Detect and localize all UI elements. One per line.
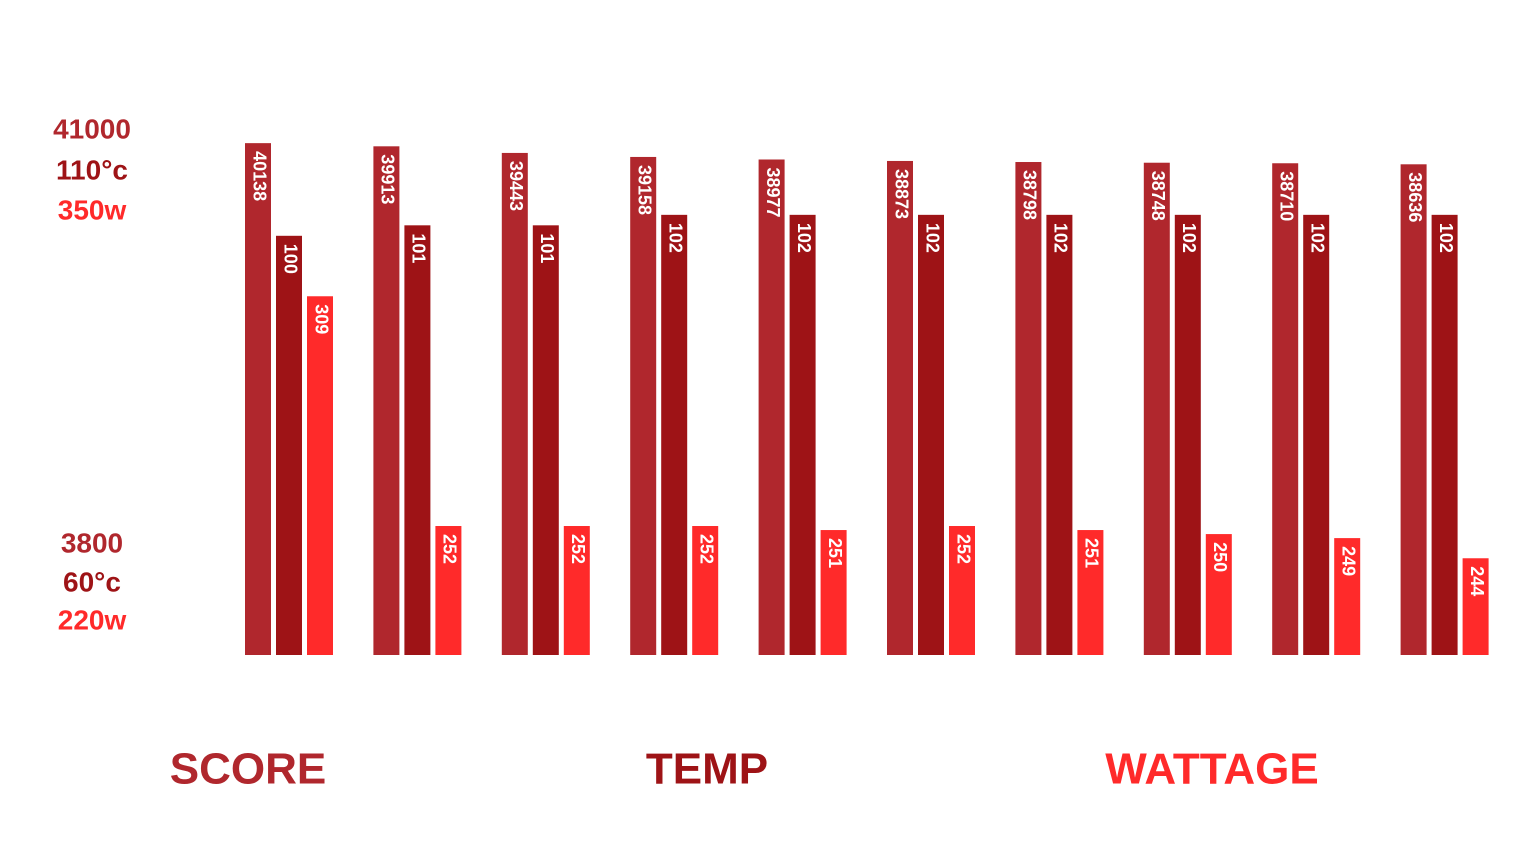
bar xyxy=(692,526,719,655)
value-label: 39443 xyxy=(506,161,526,211)
value-label: 38636 xyxy=(1405,172,1425,222)
value-label: 252 xyxy=(696,534,716,564)
bar xyxy=(820,530,847,655)
bar xyxy=(563,526,590,655)
value-label: 101 xyxy=(409,233,429,263)
value-label: 38798 xyxy=(1020,170,1040,220)
bar xyxy=(758,159,785,655)
legend-label: TEMP xyxy=(646,745,768,794)
value-label: 252 xyxy=(440,534,460,564)
bar xyxy=(949,526,975,655)
value-label: 102 xyxy=(665,223,685,253)
bar xyxy=(1431,214,1458,655)
value-label: 39913 xyxy=(378,154,398,204)
bar xyxy=(307,296,333,655)
axis-label: 3800 xyxy=(61,527,123,558)
value-label: 40138 xyxy=(249,151,269,201)
bar xyxy=(532,225,559,655)
bar xyxy=(1462,558,1489,655)
bar xyxy=(918,214,944,655)
bar xyxy=(1046,214,1073,655)
value-label: 251 xyxy=(1082,538,1102,568)
bar xyxy=(661,214,688,655)
bar xyxy=(789,214,816,655)
value-label: 100 xyxy=(280,244,300,274)
legend-label: SCORE xyxy=(170,745,326,794)
bar xyxy=(1272,163,1299,655)
value-label: 252 xyxy=(568,534,588,564)
value-label: 244 xyxy=(1467,566,1487,596)
bar xyxy=(245,143,271,655)
bar xyxy=(887,160,913,655)
bar xyxy=(404,225,431,655)
bar xyxy=(1205,534,1232,655)
value-label: 252 xyxy=(953,534,973,564)
bar xyxy=(1334,538,1361,655)
bar xyxy=(373,146,400,655)
value-label: 250 xyxy=(1210,542,1230,572)
bar xyxy=(1077,530,1104,655)
axis-label: 60°c xyxy=(63,566,121,597)
bar xyxy=(276,235,302,656)
axis-label: 110°c xyxy=(56,154,128,185)
bar xyxy=(435,526,462,655)
legend-label: WATTAGE xyxy=(1105,745,1318,794)
value-label: 102 xyxy=(794,223,814,253)
value-label: 102 xyxy=(922,223,942,253)
value-label: 38873 xyxy=(891,169,911,219)
value-label: 251 xyxy=(825,538,845,568)
bar xyxy=(630,156,657,655)
bar xyxy=(501,152,528,655)
value-label: 39158 xyxy=(634,165,654,215)
value-label: 102 xyxy=(1307,223,1327,253)
axis-label: 220w xyxy=(58,604,127,635)
bar xyxy=(1143,162,1170,655)
axis-label: 350w xyxy=(58,194,127,225)
bar xyxy=(1174,214,1201,655)
value-label: 102 xyxy=(1051,223,1071,253)
axis-label: 41000 xyxy=(53,113,131,144)
bar xyxy=(1303,214,1330,655)
bar xyxy=(1015,162,1042,655)
value-label: 38977 xyxy=(763,167,783,217)
value-label: 102 xyxy=(1179,223,1199,253)
value-label: 101 xyxy=(537,233,557,263)
value-label: 249 xyxy=(1338,546,1358,576)
value-label: 38710 xyxy=(1276,171,1296,221)
value-label: 309 xyxy=(311,304,331,334)
bar xyxy=(1400,164,1427,655)
value-label: 38748 xyxy=(1148,171,1168,221)
value-label: 102 xyxy=(1436,223,1456,253)
